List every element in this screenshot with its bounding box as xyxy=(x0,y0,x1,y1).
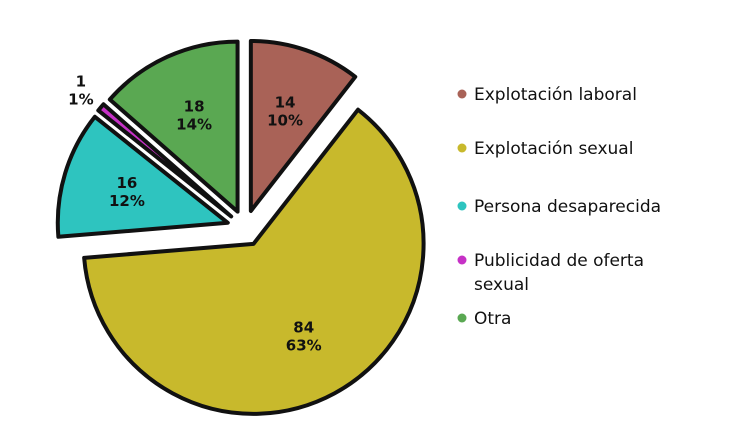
value-label-persona-desaparecida: 16 xyxy=(117,174,138,192)
percent-label-explotacion-laboral: 10% xyxy=(267,111,303,129)
percent-label-publicidad-de-oferta-sexual: 1% xyxy=(68,91,93,109)
percent-label-explotacion-sexual: 63% xyxy=(286,337,322,355)
legend-marker-publicidad-de-oferta-sexual xyxy=(457,255,467,265)
pie-slices xyxy=(55,38,426,416)
slice-explotacion-sexual xyxy=(82,107,426,416)
legend-marker-explotacion-sexual xyxy=(457,143,467,153)
slice-persona-desaparecida xyxy=(55,114,230,239)
legend-label-persona-desaparecida: Persona desaparecida xyxy=(474,197,661,217)
legend-label-explotacion-laboral: Explotación laboral xyxy=(474,85,637,105)
value-label-explotacion-laboral: 14 xyxy=(275,93,296,111)
legend-label-otra: Otra xyxy=(474,309,511,329)
legend-marker-explotacion-laboral xyxy=(457,89,467,99)
slice-otra xyxy=(107,39,240,214)
slice-explotacion-laboral xyxy=(248,38,358,213)
legend-marker-otra xyxy=(457,313,467,323)
percent-label-otra: 14% xyxy=(176,116,212,134)
legend-label-explotacion-sexual: Explotación sexual xyxy=(474,139,633,159)
slice-publicidad-de-oferta-sexual xyxy=(96,102,234,219)
legend-label-publicidad-de-oferta-sexual: Publicidad de oferta xyxy=(474,251,644,271)
legend: Explotación laboral Explotación sexual Per… xyxy=(457,85,661,329)
value-label-explotacion-sexual: 84 xyxy=(293,319,314,337)
legend-label-publicidad-de-oferta-sexual-line2: sexual xyxy=(474,275,529,295)
legend-marker-persona-desaparecida xyxy=(457,201,467,211)
value-label-otra: 18 xyxy=(184,98,205,116)
percent-label-persona-desaparecida: 12% xyxy=(109,192,145,210)
value-label-publicidad-de-oferta-sexual: 1 xyxy=(76,73,86,91)
